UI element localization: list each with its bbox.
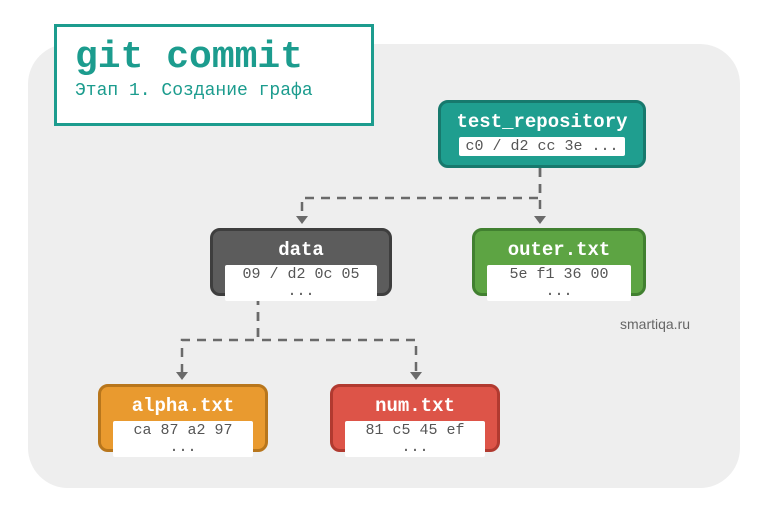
node-alpha-label: alpha.txt — [113, 395, 253, 417]
node-root-hash: c0 / d2 cc 3e ... — [459, 137, 624, 156]
node-data: data09 / d2 0c 05 ... — [210, 228, 392, 296]
node-num-label: num.txt — [345, 395, 485, 417]
node-root-label: test_repository — [453, 111, 631, 133]
node-outer-label: outer.txt — [487, 239, 631, 261]
node-data-label: data — [225, 239, 377, 261]
node-data-hash: 09 / d2 0c 05 ... — [225, 265, 377, 301]
node-alpha-hash: ca 87 a2 97 ... — [113, 421, 253, 457]
node-root: test_repository c0 / d2 cc 3e ... — [438, 100, 646, 168]
node-num: num.txt81 c5 45 ef ... — [330, 384, 500, 452]
node-num-hash: 81 c5 45 ef ... — [345, 421, 485, 457]
node-outer: outer.txt5e f1 36 00 ... — [472, 228, 646, 296]
title-box: git commit Этап 1. Создание графа — [54, 24, 374, 126]
attribution-text: smartiqa.ru — [620, 316, 690, 332]
title-main: git commit — [75, 37, 353, 79]
title-subtitle: Этап 1. Создание графа — [75, 81, 353, 101]
node-alpha: alpha.txtca 87 a2 97 ... — [98, 384, 268, 452]
node-outer-hash: 5e f1 36 00 ... — [487, 265, 631, 301]
